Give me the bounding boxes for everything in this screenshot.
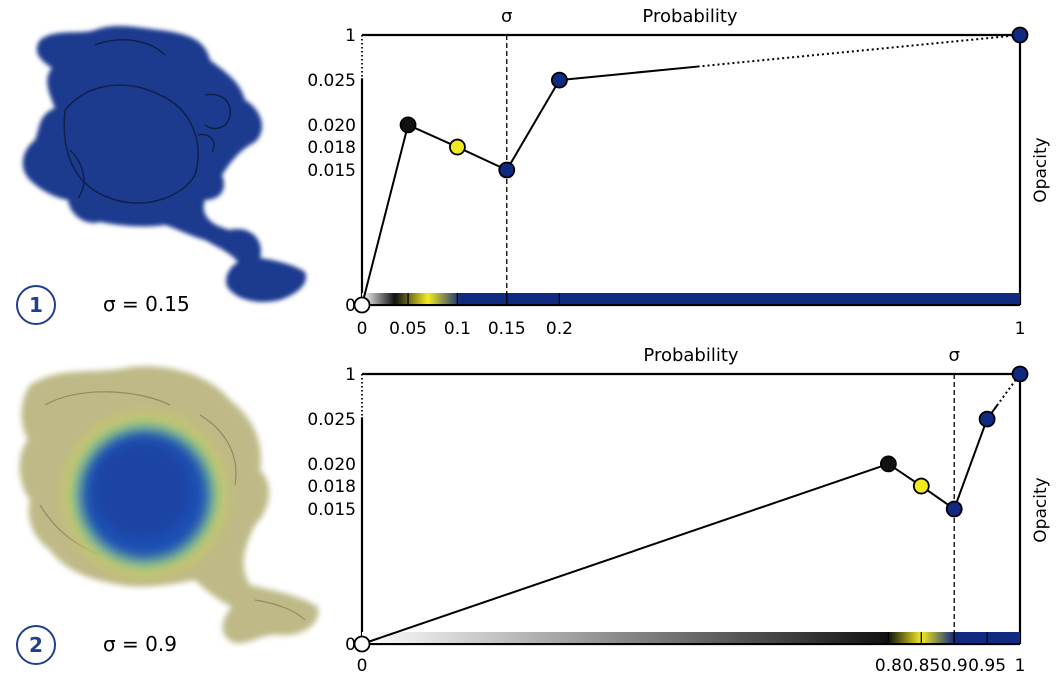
series-segment-dotted bbox=[996, 373, 1021, 407]
series-segment bbox=[559, 65, 698, 82]
x-tick-label: 1 bbox=[1015, 656, 1026, 676]
x-tick-label: 0.8 bbox=[875, 656, 902, 676]
chart-frame bbox=[360, 33, 1022, 307]
x-tick-label: 0 bbox=[357, 656, 368, 676]
x-tick-label: 0.1 bbox=[444, 319, 471, 339]
series-segment bbox=[361, 124, 410, 306]
series-segment-dotted bbox=[697, 34, 1021, 68]
data-point bbox=[551, 71, 568, 89]
x-tick-label: 1 bbox=[1015, 319, 1026, 339]
data-point bbox=[449, 138, 466, 156]
chart-title: Probability bbox=[643, 345, 738, 366]
series-segment bbox=[986, 404, 998, 420]
y-tick-label: 1 bbox=[345, 365, 356, 385]
panel-1-badge: 1 bbox=[16, 285, 56, 325]
x-tick-label: 0.9 bbox=[941, 656, 968, 676]
panel-2-badge: 2 bbox=[16, 625, 56, 665]
volume-render-1 bbox=[22, 25, 306, 303]
data-point bbox=[399, 116, 417, 134]
chart-frame bbox=[360, 372, 1022, 646]
series-segment bbox=[953, 418, 989, 510]
data-point bbox=[978, 410, 996, 428]
series-segment bbox=[505, 79, 561, 171]
data-point bbox=[912, 477, 930, 495]
x-tick-label: 0.95 bbox=[968, 656, 1006, 676]
data-point bbox=[880, 455, 897, 473]
data-point bbox=[498, 161, 516, 179]
y-tick-label: 1 bbox=[345, 26, 356, 46]
series-segment bbox=[361, 462, 889, 645]
chart-title: Probability bbox=[642, 6, 737, 27]
x-tick-label: 0.85 bbox=[902, 656, 940, 676]
colorbar bbox=[362, 632, 1020, 643]
x-tick-label: 0.15 bbox=[488, 319, 526, 339]
series-segment bbox=[887, 463, 922, 487]
data-point bbox=[353, 635, 371, 653]
data-point bbox=[353, 296, 371, 314]
data-point bbox=[945, 500, 963, 518]
series-segment bbox=[456, 146, 508, 171]
y-tick-label: 0 bbox=[345, 296, 356, 316]
x-tick-label: 0 bbox=[357, 319, 368, 339]
series-segment bbox=[920, 485, 955, 510]
data-point bbox=[1011, 365, 1029, 383]
data-point bbox=[1011, 26, 1029, 44]
sigma-label: σ bbox=[948, 345, 959, 366]
colorbar bbox=[362, 293, 1020, 304]
panel-1-sigma-value: σ = 0.15 bbox=[103, 292, 190, 316]
x-tick-label: 0.2 bbox=[546, 319, 573, 339]
y-axis-label: Opacity bbox=[1031, 137, 1051, 202]
sigma-label: σ bbox=[501, 6, 512, 27]
y-axis-label: Opacity bbox=[1031, 477, 1051, 542]
y-tick-label: 0 bbox=[345, 635, 356, 655]
volume-render-2 bbox=[19, 366, 319, 644]
series-segment bbox=[407, 123, 458, 148]
x-tick-label: 0.05 bbox=[389, 319, 427, 339]
panel-2-sigma-value: σ = 0.9 bbox=[103, 632, 177, 656]
